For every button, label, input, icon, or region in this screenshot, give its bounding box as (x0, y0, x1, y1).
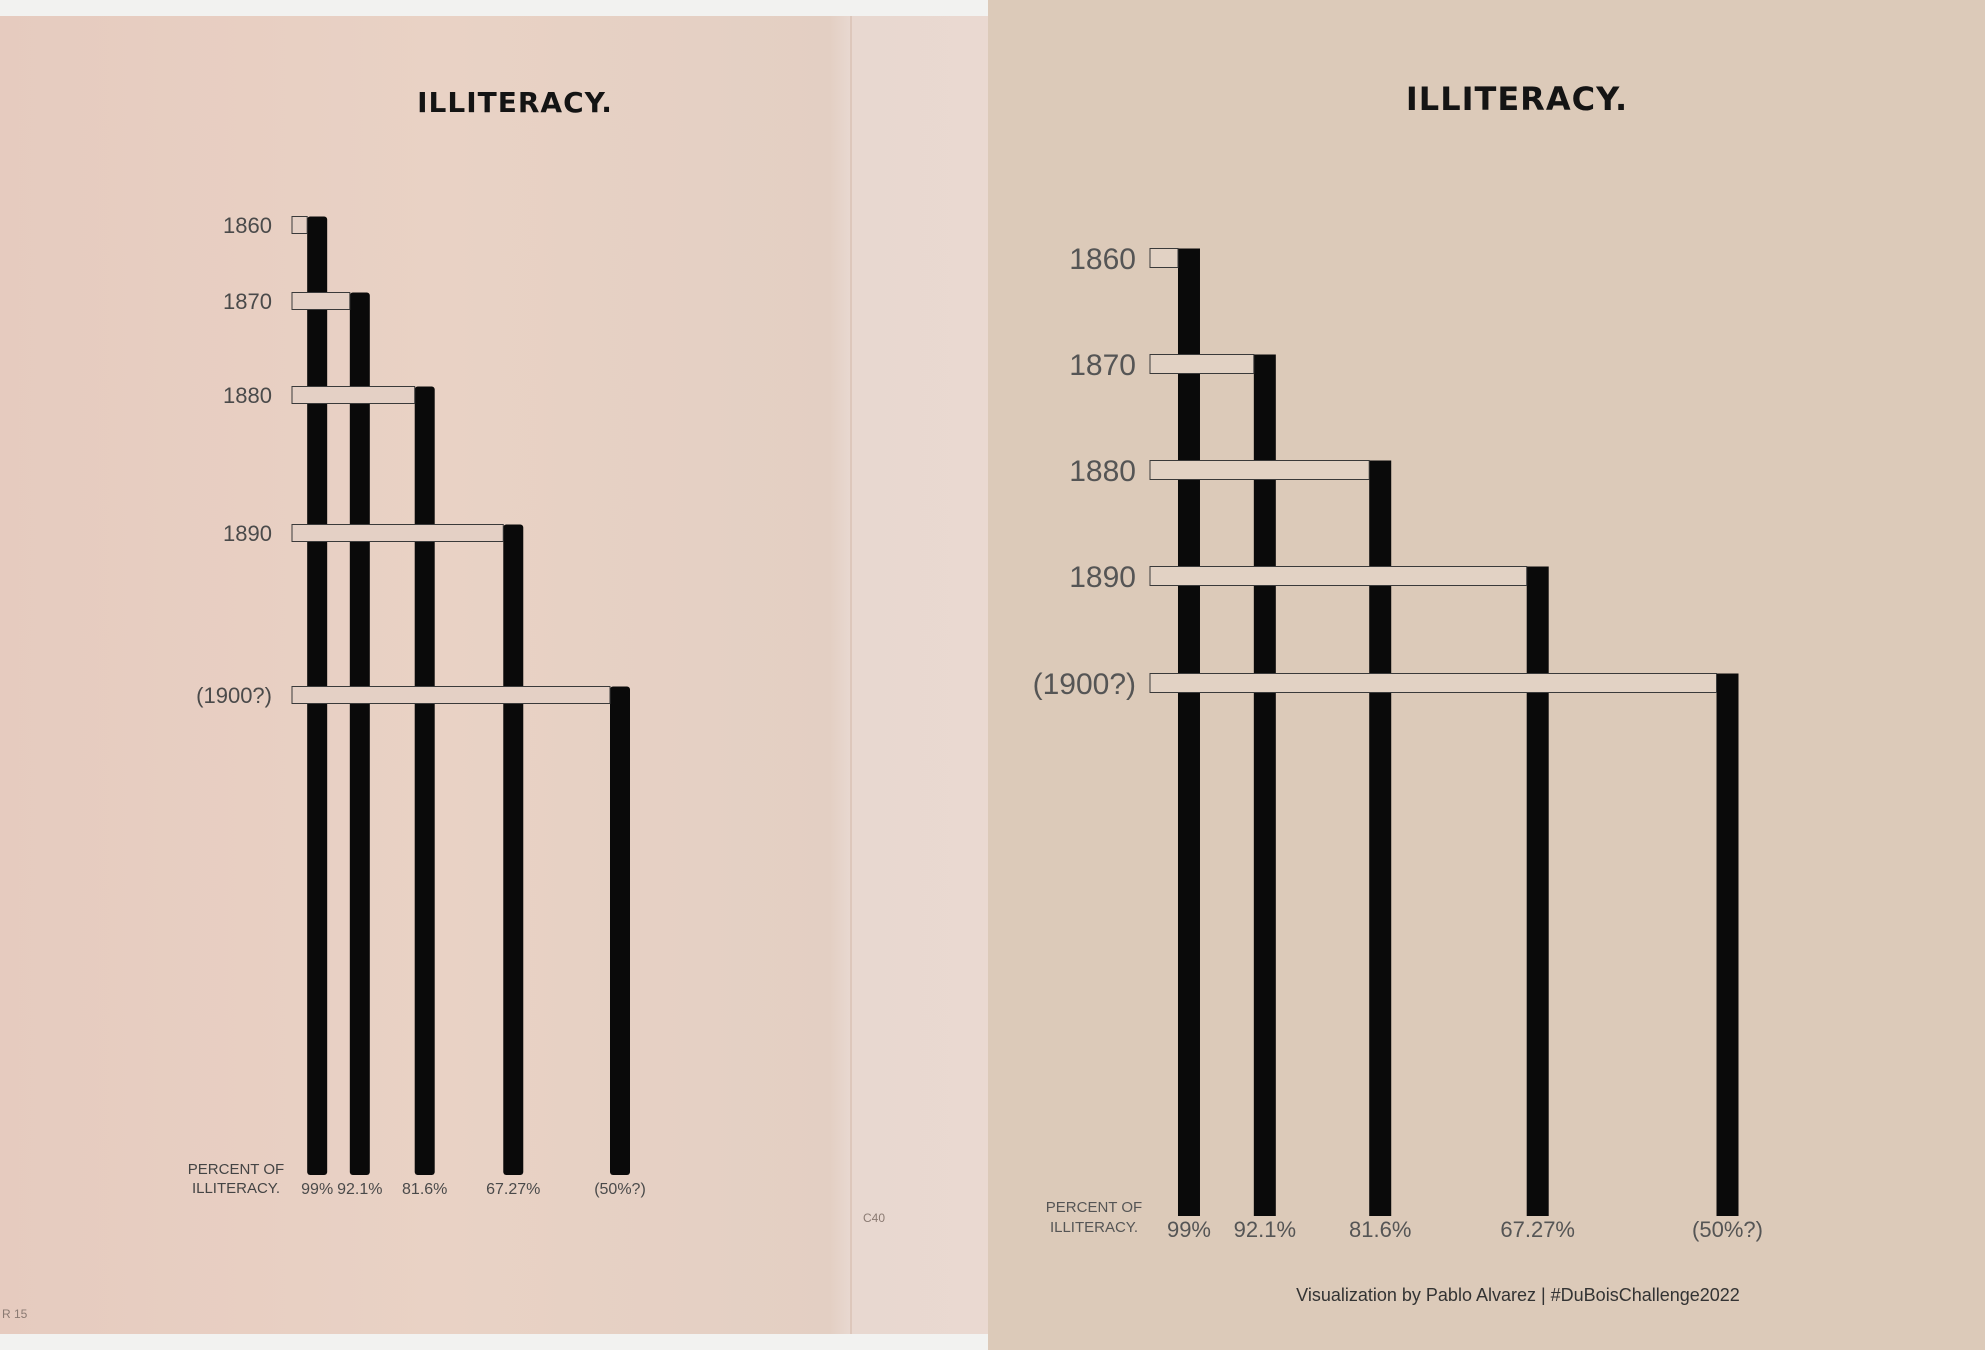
footer-label-line2: ILLITERACY. (1050, 1219, 1138, 1236)
archive-mark: C40 (863, 1211, 885, 1225)
illiteracy-bar (349, 292, 370, 1175)
recreation-panel: ILLITERACY. 1860 1870 1880 1890 (1900?) 99% 92… (988, 0, 1985, 1350)
corner-mark: R 15 (2, 1307, 28, 1321)
year-connector (291, 292, 351, 310)
value-label: 92.1% (1234, 1217, 1296, 1242)
year-connector (1149, 354, 1255, 374)
illiteracy-bar (1369, 460, 1392, 1216)
year-connector (291, 686, 611, 704)
illiteracy-bar (610, 686, 630, 1175)
value-label: 81.6% (1349, 1217, 1411, 1242)
chart-title: ILLITERACY. (417, 86, 613, 119)
value-label: 67.27% (486, 1181, 540, 1198)
year-label: (1900?) (196, 683, 272, 708)
illiteracy-bar (1177, 248, 1200, 1216)
year-label: 1870 (1069, 349, 1136, 382)
illiteracy-bar (1253, 354, 1276, 1216)
year-label: 1860 (1069, 243, 1136, 276)
footer-label-line2: ILLITERACY. (192, 1180, 280, 1197)
year-connector (291, 216, 308, 234)
year-connector (1149, 248, 1179, 268)
illiteracy-bar (1526, 566, 1549, 1216)
value-label: (50%?) (1692, 1217, 1763, 1242)
value-label: 99% (1167, 1217, 1211, 1242)
paper-sheet (0, 16, 988, 1334)
recreated-illiteracy-chart: ILLITERACY. 1860 1870 1880 1890 (1900?) 99% 92… (1033, 80, 1763, 1305)
year-label: 1880 (1069, 455, 1136, 488)
value-label: 81.6% (402, 1181, 447, 1198)
footer-label-line1: PERCENT OF (188, 1161, 284, 1178)
year-label: 1870 (223, 289, 272, 314)
original-poster-panel: ILLITERACY. 1860 1870 1880 1890 (1900?) 99% 92… (0, 0, 988, 1350)
year-connector (1149, 673, 1717, 693)
year-label: 1890 (1069, 561, 1136, 594)
value-label: 67.27% (1500, 1217, 1575, 1242)
value-label: 99% (301, 1181, 333, 1198)
value-label: (50%?) (594, 1181, 646, 1198)
paper-edge (850, 16, 852, 1334)
original-illiteracy-chart: ILLITERACY. 1860 1870 1880 1890 (1900?) 99% 92… (2, 86, 885, 1321)
chart-title: ILLITERACY. (1406, 80, 1628, 118)
year-label: 1860 (223, 213, 272, 238)
illiteracy-bar (414, 386, 435, 1175)
year-label: 1890 (223, 521, 272, 546)
year-label: (1900?) (1033, 668, 1136, 701)
credit-text: Visualization by Pablo Alvarez | #DuBois… (1296, 1285, 1740, 1305)
value-label: 92.1% (337, 1181, 382, 1198)
year-label: 1880 (223, 383, 272, 408)
year-connector (1149, 460, 1370, 480)
footer-label-line1: PERCENT OF (1046, 1199, 1142, 1216)
year-connector (291, 524, 504, 542)
year-connector (1149, 566, 1528, 586)
illiteracy-bar (503, 524, 524, 1175)
illiteracy-bar (1716, 673, 1739, 1216)
year-connector (291, 386, 416, 404)
